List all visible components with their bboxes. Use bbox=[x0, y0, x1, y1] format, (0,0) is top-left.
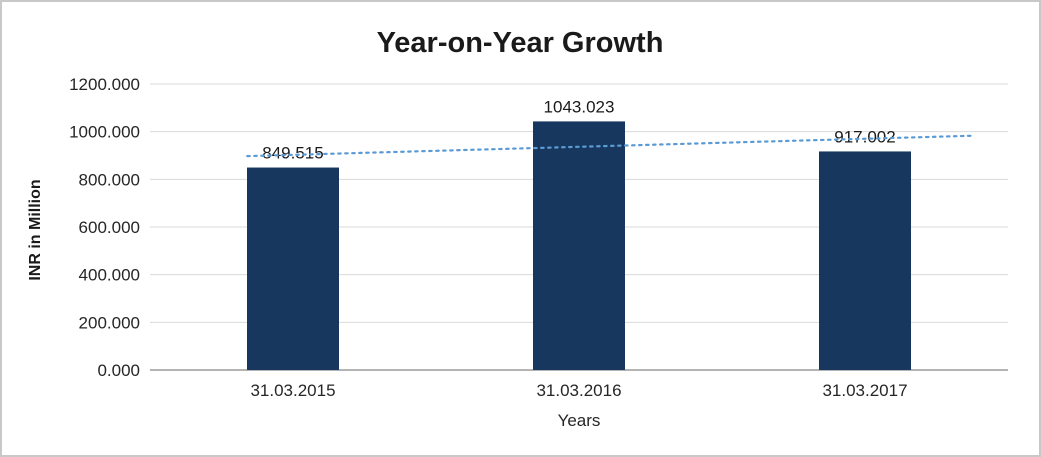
y-tick-label: 1000.000 bbox=[69, 123, 140, 142]
bar-data-label: 1043.023 bbox=[544, 97, 615, 116]
y-axis-tick-labels: 0.000 200.000 400.000 600.000 800.000 1000.00… bbox=[69, 75, 140, 380]
y-tick-label: 800.000 bbox=[79, 170, 140, 189]
y-tick-label: 400.000 bbox=[79, 266, 140, 285]
x-tick-label: 31.03.2016 bbox=[536, 381, 621, 400]
x-tick-label: 31.03.2017 bbox=[822, 381, 907, 400]
y-tick-label: 200.000 bbox=[79, 313, 140, 332]
bar-data-label: 849.515 bbox=[262, 144, 323, 163]
chart-title: Year-on-Year Growth bbox=[377, 27, 664, 59]
trendline bbox=[246, 134, 975, 158]
y-tick-label: 1200.000 bbox=[69, 75, 140, 94]
y-tick-label: 0.000 bbox=[97, 361, 140, 380]
trendline-group bbox=[246, 134, 975, 158]
x-tick-label: 31.03.2015 bbox=[250, 381, 335, 400]
bar-series bbox=[247, 121, 911, 371]
bar bbox=[533, 121, 625, 371]
x-axis-title: Years bbox=[558, 411, 601, 430]
y-tick-label: 600.000 bbox=[79, 218, 140, 237]
bar-data-label: 917.002 bbox=[834, 127, 895, 146]
x-axis-tick-labels: 31.03.2015 31.03.2016 31.03.2017 bbox=[250, 381, 907, 400]
data-labels: 849.515 1043.023 917.002 bbox=[262, 97, 895, 162]
bar bbox=[819, 151, 911, 370]
y-axis-title: INR in Million bbox=[27, 179, 44, 280]
bar bbox=[247, 167, 339, 370]
